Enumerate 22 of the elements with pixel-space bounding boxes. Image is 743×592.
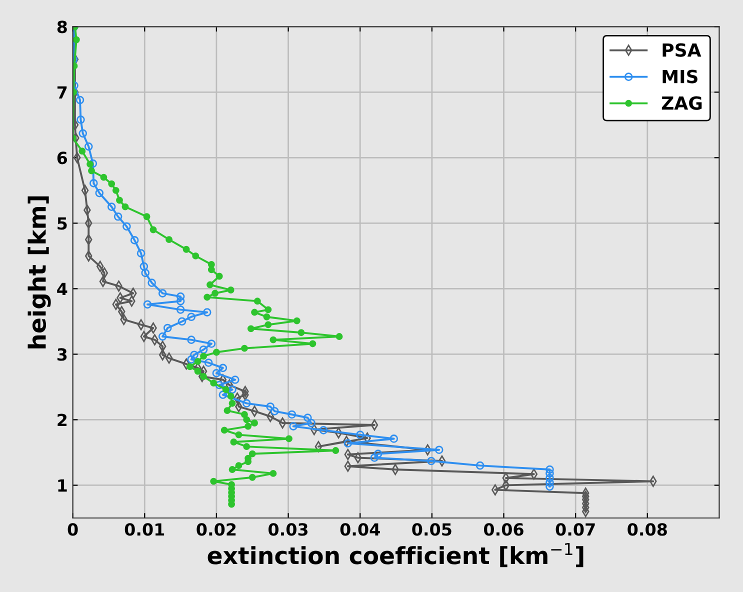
x-tick-label: 0.03 bbox=[268, 523, 308, 536]
x-tick-label: 0.07 bbox=[556, 523, 595, 536]
y-tick-label: 1 bbox=[58, 479, 67, 492]
y-tick-label: 5 bbox=[58, 217, 67, 230]
legend-label: ZAG bbox=[662, 96, 702, 110]
y-tick-label: 4 bbox=[57, 282, 68, 296]
legend-label: PSA bbox=[662, 43, 702, 57]
x-tick-label: 0.08 bbox=[628, 523, 667, 536]
y-tick-label: 6 bbox=[57, 152, 68, 164]
y-tick-label: 3 bbox=[57, 348, 67, 361]
x-tick-label: 0.05 bbox=[412, 523, 452, 536]
x-tick-label: 0.02 bbox=[196, 523, 236, 536]
x-tick-label: 0.01 bbox=[124, 523, 164, 536]
y-axis-title: height [km] bbox=[28, 196, 51, 348]
x-tick-label: 0 bbox=[68, 523, 78, 536]
legend-label: MIS bbox=[662, 70, 698, 84]
x-axis-title: extinction coefficient [km$^{−1}$] bbox=[208, 542, 584, 568]
x-tick-label: 0.04 bbox=[340, 523, 380, 536]
y-tick-label: 8 bbox=[57, 20, 67, 34]
y-tick-label: 2 bbox=[58, 414, 67, 426]
y-tick-label: 7 bbox=[57, 86, 67, 98]
x-tick-label: 0.06 bbox=[484, 523, 524, 536]
